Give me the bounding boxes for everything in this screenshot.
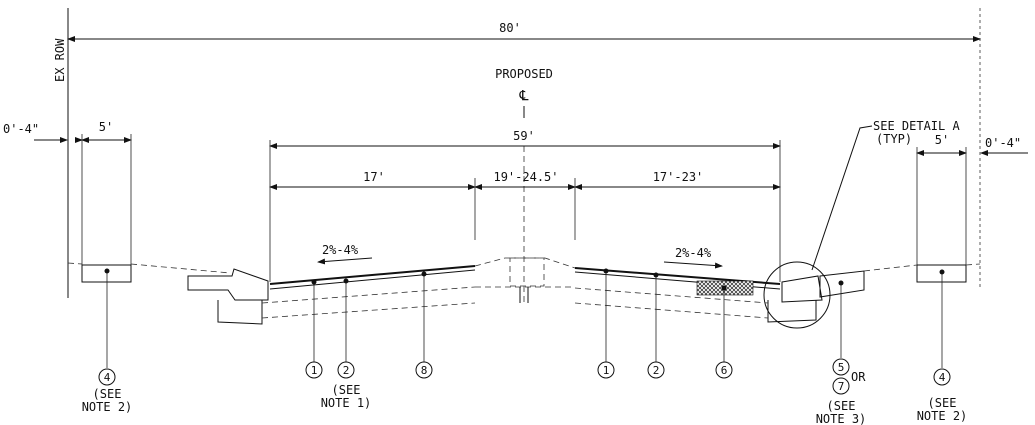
dim-80-label: 80' [499,21,521,35]
typ-label: (TYP) [876,132,912,146]
median-box [509,257,545,287]
see-note-2-right-a: (SEE [928,396,957,410]
left-sidewalk [81,264,132,283]
left-walk-label: 5' [99,120,113,134]
left-slope-arrow [317,257,373,265]
see-note-2-left-a: (SEE [93,387,122,401]
dot-5-7 [838,280,844,286]
see-note-1-a: (SEE [332,383,361,397]
row-label: EX ROW [53,38,67,82]
see-detail-label: SEE DETAIL A [873,119,960,133]
callout-4-right: 4 [933,368,951,386]
dim-59-label: 59' [513,129,535,143]
dot-2-right [653,272,659,278]
svg-text:2: 2 [653,364,660,377]
dim-17-label: 17' [363,170,385,184]
svg-text:5: 5 [838,361,845,374]
median-top [474,257,576,269]
ground-left-1 [67,262,83,265]
ground-left-2 [130,263,231,274]
left-pavement-surface [269,265,476,285]
detail-leader [811,125,873,271]
dot-1-right [603,268,609,274]
proposed-label: PROPOSED [495,67,553,81]
svg-text:8: 8 [421,364,428,377]
dot-1-left [311,279,317,285]
dot-8 [421,271,427,277]
right-curb-base [767,300,817,323]
svg-text:1: 1 [603,364,610,377]
callout-2-left: 2 [337,361,355,379]
callout-2-right: 2 [647,361,665,379]
ground-right-1 [863,264,918,272]
centerline-symbol: ℄ [519,88,529,104]
ground-right-2 [965,263,981,266]
right-offset-label: 0'-4" [985,136,1021,150]
dot-6 [721,285,727,291]
callout-1-right: 1 [597,361,615,379]
left-subbase-line [261,286,476,304]
dot-4-left [104,268,110,274]
left-subgrade-line [261,302,476,319]
callout-1-left: 1 [305,361,323,379]
right-curb-gutter [781,275,823,303]
see-note-3-a: (SEE [827,399,856,413]
right-walk-label: 5' [935,133,949,147]
see-note-3-b: NOTE 3) [816,412,867,425]
left-offset-label: 0'-4" [3,122,39,136]
see-note-1-b: NOTE 1) [321,396,372,410]
callout-5: 5 [832,358,850,376]
dot-2-left [343,278,349,284]
right-subbase-line [574,287,769,304]
left-curb-base [217,300,263,325]
right-subgrade-line [574,302,769,319]
svg-text:4: 4 [939,371,946,384]
dim-center-label: 19'-24.5' [493,170,558,184]
callout-4-left: 4 [98,368,116,386]
left-slope-label: 2%-4% [322,243,359,257]
right-sidewalk [916,264,967,283]
svg-text:4: 4 [104,371,111,384]
right-slope-label: 2%-4% [675,246,712,260]
dim-right-label: 17'-23' [653,170,704,184]
callout-7: 7 [832,377,850,395]
callout-6: 6 [715,361,733,379]
svg-text:6: 6 [721,364,728,377]
svg-text:1: 1 [311,364,318,377]
svg-text:2: 2 [343,364,350,377]
see-note-2-right-b: NOTE 2) [917,409,968,423]
or-label: OR [851,370,866,384]
see-note-2-left-b: NOTE 2) [82,400,133,414]
dot-4-right [939,269,945,275]
left-curb-gutter [187,268,269,301]
callout-8: 8 [415,361,433,379]
left-pavement-layer-1 [269,269,476,290]
svg-text:7: 7 [838,380,845,393]
right-slope-arrow [663,261,723,269]
